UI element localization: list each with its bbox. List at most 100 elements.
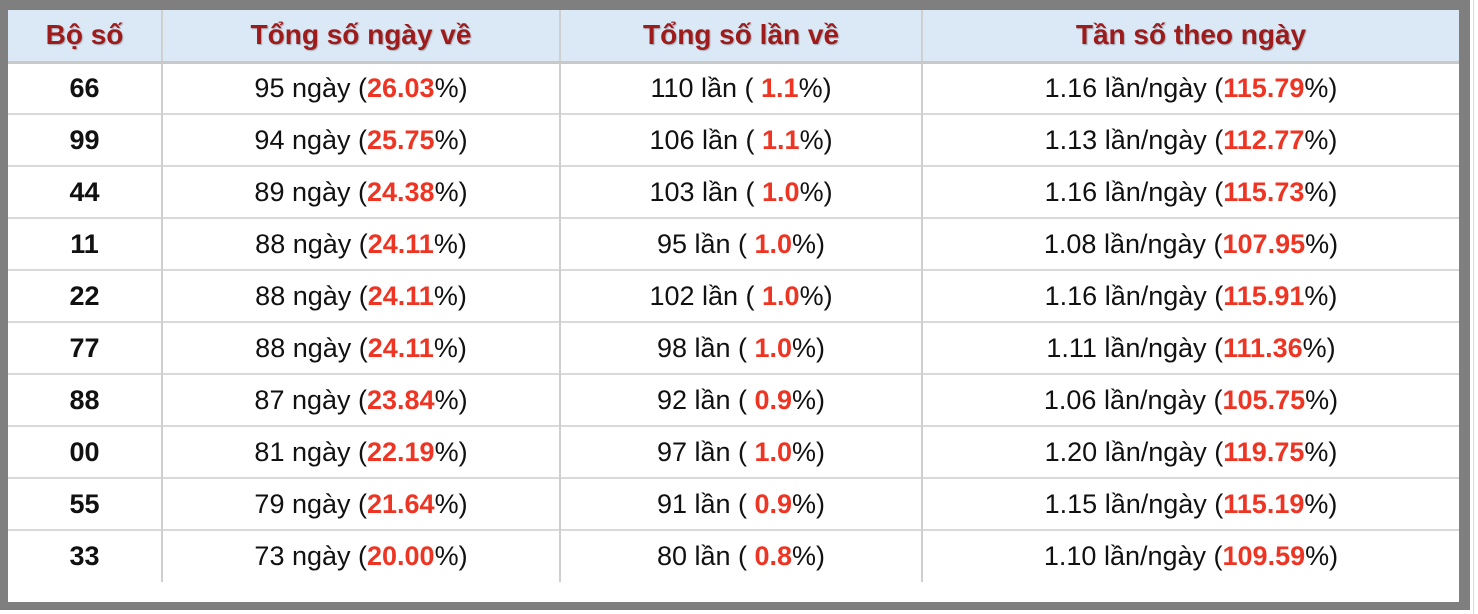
- days-cell: 88 ngày (24.11%): [161, 321, 560, 374]
- frequency-text: 1.13 lần/ngày (: [1044, 124, 1224, 155]
- days-close: %): [434, 436, 468, 467]
- frequency-close: %): [1305, 228, 1339, 259]
- frequency-percent: 107.95: [1222, 228, 1306, 259]
- table-row: 66 95 ngày (26.03%) 110 lần ( 1.1%) 1.16…: [8, 62, 1459, 114]
- days-text: 94 ngày (: [254, 124, 367, 155]
- times-cell: 91 lần ( 0.9%): [559, 477, 922, 530]
- days-close: %): [433, 332, 467, 363]
- frequency-close: %): [1305, 541, 1339, 571]
- frequency-text: 1.16 lần/ngày (: [1044, 176, 1224, 207]
- days-text: 89 ngày (: [254, 176, 367, 207]
- times-text: 102 lần (: [649, 280, 763, 311]
- frequency-close: %): [1304, 124, 1338, 155]
- frequency-percent: 112.77: [1223, 124, 1305, 155]
- days-close: %): [434, 541, 468, 571]
- days-text: 88 ngày (: [255, 332, 368, 363]
- frequency-percent: 111.36: [1223, 332, 1303, 363]
- pair-value: 44: [69, 176, 100, 207]
- days-cell: 87 ngày (23.84%): [161, 373, 560, 426]
- times-cell: 92 lần ( 0.9%): [559, 373, 922, 426]
- days-percent: 23.84: [367, 384, 435, 415]
- frequency-cell: 1.10 lần/ngày (109.59%): [921, 529, 1459, 582]
- times-close: %): [792, 332, 826, 363]
- column-header-pair: Bộ số: [8, 10, 162, 64]
- days-close: %): [433, 280, 467, 311]
- pair-value: 55: [69, 488, 100, 519]
- times-cell: 98 lần ( 1.0%): [559, 321, 922, 374]
- table-row: 44 89 ngày (24.38%) 103 lần ( 1.0%) 1.16…: [8, 165, 1459, 218]
- days-cell: 95 ngày (26.03%): [161, 62, 560, 114]
- days-percent: 20.00: [367, 541, 435, 571]
- frequency-close: %): [1302, 332, 1336, 363]
- frequency-text: 1.16 lần/ngày (: [1044, 280, 1224, 311]
- times-text: 97 lần (: [656, 436, 755, 467]
- days-percent: 26.03: [367, 72, 435, 103]
- pair-cell: 00: [8, 425, 162, 478]
- days-text: 81 ngày (: [254, 436, 367, 467]
- table-row: 88 87 ngày (23.84%) 92 lần ( 0.9%) 1.06 …: [8, 373, 1459, 426]
- times-text: 98 lần (: [656, 332, 755, 363]
- times-cell: 95 lần ( 1.0%): [559, 217, 922, 270]
- days-close: %): [434, 488, 468, 519]
- days-close: %): [434, 384, 468, 415]
- frequency-percent: 115.91: [1223, 280, 1305, 311]
- times-close: %): [792, 436, 826, 467]
- days-close: %): [434, 124, 468, 155]
- table-row: 00 81 ngày (22.19%) 97 lần ( 1.0%) 1.20 …: [8, 425, 1459, 478]
- times-percent: 1.0: [754, 436, 793, 467]
- frequency-cell: 1.16 lần/ngày (115.91%): [921, 269, 1459, 322]
- pair-cell: 66: [8, 62, 162, 114]
- table-row: 22 88 ngày (24.11%) 102 lần ( 1.0%) 1.16…: [8, 269, 1459, 322]
- frequency-cell: 1.13 lần/ngày (112.77%): [921, 113, 1459, 166]
- pair-cell: 88: [8, 373, 162, 426]
- pair-statistics-table: Bộ số Tổng số ngày về Tổng số lần về Tần…: [8, 10, 1459, 582]
- times-percent: 1.0: [762, 280, 800, 311]
- times-cell: 97 lần ( 1.0%): [559, 425, 922, 478]
- frequency-close: %): [1304, 72, 1338, 103]
- pair-value: 66: [69, 72, 100, 103]
- header-row: Bộ số Tổng số ngày về Tổng số lần về Tần…: [8, 10, 1459, 64]
- days-close: %): [434, 72, 468, 103]
- times-text: 110 lần (: [650, 72, 762, 103]
- days-text: 87 ngày (: [254, 384, 367, 415]
- times-close: %): [792, 488, 826, 519]
- frequency-cell: 1.06 lần/ngày (105.75%): [921, 373, 1459, 426]
- times-percent: 0.8: [754, 541, 793, 571]
- times-percent: 0.9: [754, 488, 793, 519]
- pair-cell: 55: [8, 477, 162, 530]
- frequency-text: 1.16 lần/ngày (: [1044, 72, 1224, 103]
- times-close: %): [792, 228, 826, 259]
- times-percent: 1.1: [761, 72, 799, 103]
- column-header-frequency: Tần số theo ngày: [921, 10, 1459, 64]
- column-header-days: Tổng số ngày về: [161, 10, 560, 64]
- table-row: 11 88 ngày (24.11%) 95 lần ( 1.0%) 1.08 …: [8, 217, 1459, 270]
- frequency-text: 1.10 lần/ngày (: [1043, 541, 1223, 571]
- frequency-cell: 1.20 lần/ngày (119.75%): [921, 425, 1459, 478]
- days-cell: 79 ngày (21.64%): [161, 477, 560, 530]
- days-percent: 24.38: [367, 176, 435, 207]
- times-percent: 0.9: [754, 384, 793, 415]
- frequency-text: 1.11 lần/ngày (: [1046, 332, 1223, 363]
- times-close: %): [799, 124, 833, 155]
- table-row: 33 73 ngày (20.00%) 80 lần ( 0.8%) 1.10 …: [8, 529, 1459, 582]
- frequency-cell: 1.08 lần/ngày (107.95%): [921, 217, 1459, 270]
- frequency-text: 1.06 lần/ngày (: [1043, 384, 1223, 415]
- frequency-close: %): [1304, 436, 1338, 467]
- frequency-cell: 1.16 lần/ngày (115.79%): [921, 62, 1459, 114]
- table-row: 99 94 ngày (25.75%) 106 lần ( 1.1%) 1.13…: [8, 113, 1459, 166]
- right-page-divider: [1473, 0, 1474, 614]
- frequency-text: 1.15 lần/ngày (: [1044, 488, 1224, 519]
- frequency-text: 1.08 lần/ngày (: [1043, 228, 1223, 259]
- frequency-text: 1.20 lần/ngày (: [1044, 436, 1224, 467]
- column-header-times: Tổng số lần về: [559, 10, 922, 64]
- frequency-close: %): [1305, 384, 1339, 415]
- pair-cell: 99: [8, 113, 162, 166]
- times-close: %): [799, 280, 833, 311]
- pair-cell: 11: [8, 217, 162, 270]
- days-cell: 88 ngày (24.11%): [161, 217, 560, 270]
- days-percent: 25.75: [367, 124, 435, 155]
- days-cell: 81 ngày (22.19%): [161, 425, 560, 478]
- frequency-percent: 119.75: [1223, 436, 1305, 467]
